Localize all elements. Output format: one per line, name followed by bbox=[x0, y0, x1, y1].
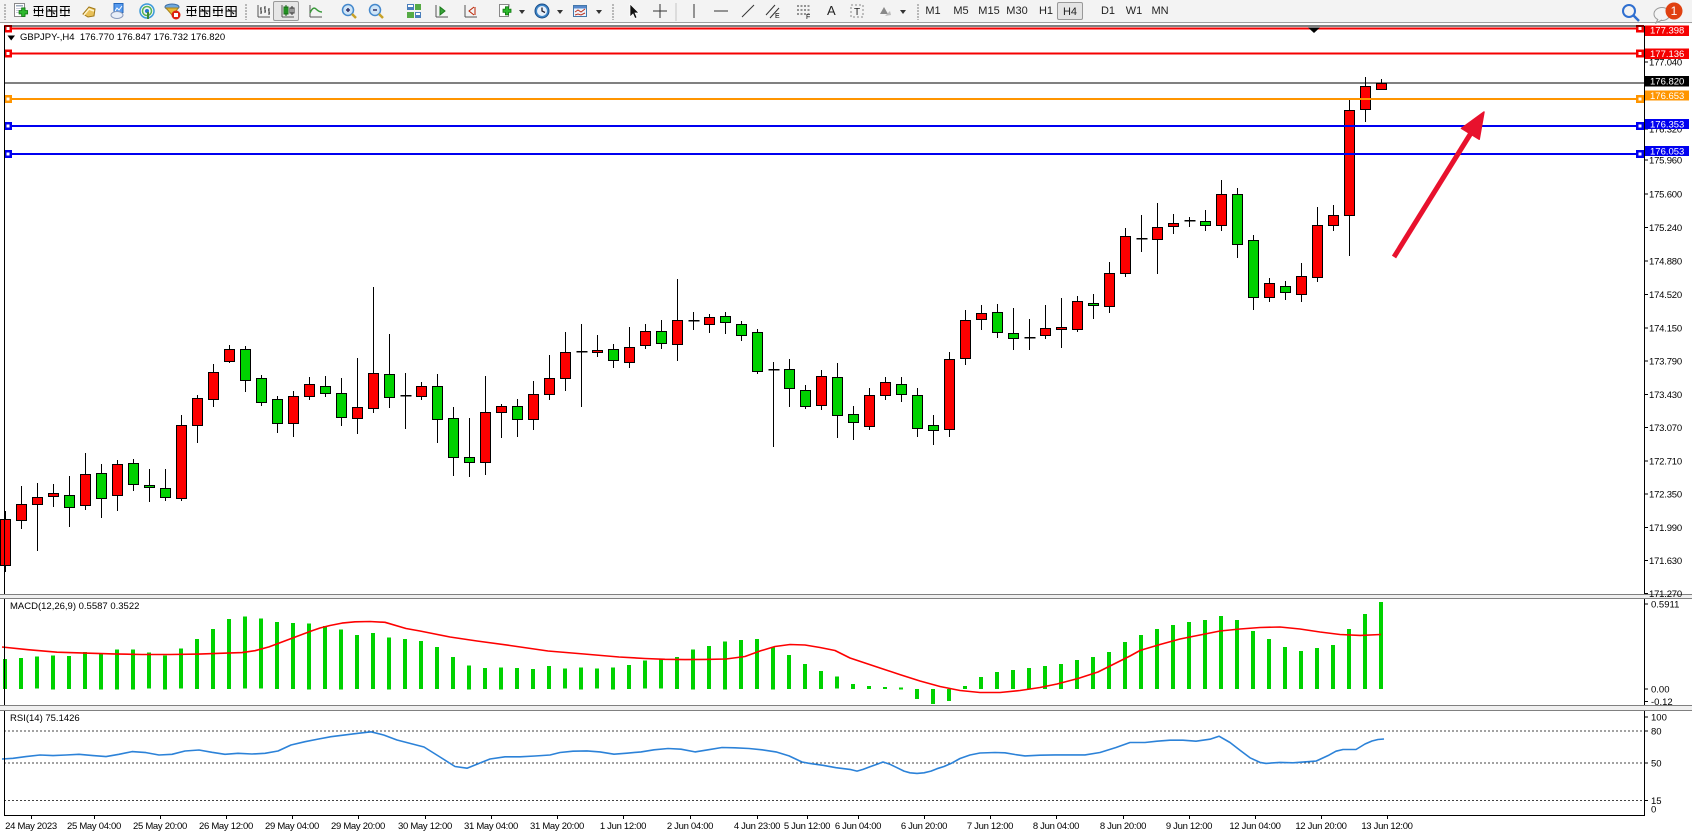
svg-text:172.710: 172.710 bbox=[1649, 457, 1682, 468]
svg-text:174.150: 174.150 bbox=[1649, 324, 1682, 335]
svg-text:1 Jun 12:00: 1 Jun 12:00 bbox=[600, 821, 646, 832]
svg-text:RSI(14) 75.1426: RSI(14) 75.1426 bbox=[10, 713, 80, 724]
svg-text:25 May 20:00: 25 May 20:00 bbox=[133, 821, 187, 832]
svg-text:-0.12: -0.12 bbox=[1651, 697, 1673, 708]
svg-text:173.790: 173.790 bbox=[1649, 357, 1682, 368]
svg-text:T: T bbox=[854, 7, 860, 18]
svg-text:30 May 12:00: 30 May 12:00 bbox=[398, 821, 452, 832]
svg-text:171.270: 171.270 bbox=[1649, 589, 1682, 600]
svg-text:177.040: 177.040 bbox=[1649, 58, 1682, 69]
svg-text:171.990: 171.990 bbox=[1649, 523, 1682, 534]
svg-text:5 Jun 12:00: 5 Jun 12:00 bbox=[784, 821, 830, 832]
svg-text:176.320: 176.320 bbox=[1649, 124, 1682, 135]
svg-text:29 May 04:00: 29 May 04:00 bbox=[265, 821, 319, 832]
svg-text:173.070: 173.070 bbox=[1649, 423, 1682, 434]
svg-text:4 Jun 23:00: 4 Jun 23:00 bbox=[734, 821, 780, 832]
svg-text:26 May 12:00: 26 May 12:00 bbox=[199, 821, 253, 832]
svg-text:174.520: 174.520 bbox=[1649, 290, 1682, 301]
svg-text:15: 15 bbox=[1651, 796, 1662, 807]
svg-text:8 Jun 20:00: 8 Jun 20:00 bbox=[1100, 821, 1146, 832]
svg-text:6 Jun 04:00: 6 Jun 04:00 bbox=[835, 821, 881, 832]
svg-text:100: 100 bbox=[1651, 713, 1667, 724]
svg-text:12 Jun 20:00: 12 Jun 20:00 bbox=[1295, 821, 1346, 832]
svg-text:0: 0 bbox=[1651, 805, 1656, 816]
svg-text:13 Jun 12:00: 13 Jun 12:00 bbox=[1361, 821, 1412, 832]
svg-text:25 May 04:00: 25 May 04:00 bbox=[67, 821, 121, 832]
svg-text:172.350: 172.350 bbox=[1649, 490, 1682, 501]
svg-text:177.136: 177.136 bbox=[1650, 49, 1684, 60]
svg-text:175.600: 175.600 bbox=[1649, 190, 1682, 201]
svg-text:50: 50 bbox=[1651, 758, 1662, 769]
svg-text:8 Jun 04:00: 8 Jun 04:00 bbox=[1033, 821, 1079, 832]
svg-text:173.430: 173.430 bbox=[1649, 390, 1682, 401]
svg-text:80: 80 bbox=[1651, 727, 1662, 738]
svg-text:176.820: 176.820 bbox=[1650, 77, 1684, 88]
svg-text:6 Jun 20:00: 6 Jun 20:00 bbox=[901, 821, 947, 832]
svg-text:31 May 20:00: 31 May 20:00 bbox=[530, 821, 584, 832]
svg-text:24 May 2023: 24 May 2023 bbox=[5, 821, 57, 832]
svg-text:9 Jun 12:00: 9 Jun 12:00 bbox=[1166, 821, 1212, 832]
svg-text:12 Jun 04:00: 12 Jun 04:00 bbox=[1229, 821, 1280, 832]
svg-text:177.398: 177.398 bbox=[1650, 26, 1684, 37]
svg-text:7 Jun 12:00: 7 Jun 12:00 bbox=[967, 821, 1013, 832]
svg-text:171.630: 171.630 bbox=[1649, 556, 1682, 567]
svg-text:0.00: 0.00 bbox=[1651, 685, 1670, 696]
svg-text:31 May 04:00: 31 May 04:00 bbox=[464, 821, 518, 832]
svg-text:174.880: 174.880 bbox=[1649, 257, 1682, 268]
svg-text:176.353: 176.353 bbox=[1650, 119, 1684, 130]
svg-text:175.960: 175.960 bbox=[1649, 156, 1682, 167]
svg-text:2 Jun 04:00: 2 Jun 04:00 bbox=[667, 821, 713, 832]
svg-text:GBPJPY-,H4 176.770 176.847 17: GBPJPY-,H4 176.770 176.847 176.732 176.8… bbox=[20, 32, 225, 43]
svg-text:0.5911: 0.5911 bbox=[1651, 600, 1679, 611]
svg-text:E: E bbox=[775, 13, 780, 20]
svg-text:1: 1 bbox=[1671, 4, 1678, 18]
svg-text:175.240: 175.240 bbox=[1649, 223, 1682, 234]
svg-text:F: F bbox=[806, 14, 810, 20]
svg-text:176.053: 176.053 bbox=[1650, 146, 1684, 157]
svg-text:176.653: 176.653 bbox=[1650, 91, 1684, 102]
svg-text:MACD(12,26,9) 0.5587 0.3522: MACD(12,26,9) 0.5587 0.3522 bbox=[10, 601, 139, 612]
svg-text:29 May 20:00: 29 May 20:00 bbox=[331, 821, 385, 832]
